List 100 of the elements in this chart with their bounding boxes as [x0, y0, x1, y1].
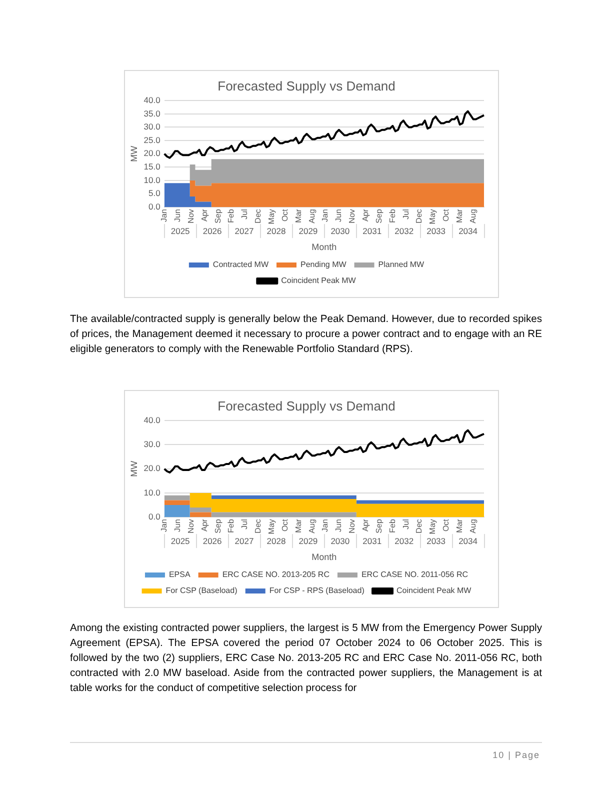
x-tick-label: Aug	[468, 209, 478, 224]
text: 2028	[266, 536, 286, 546]
text: 2025	[170, 226, 190, 236]
x-tick-label: Apr	[200, 518, 209, 532]
x-tick-label: Jun	[172, 519, 182, 532]
x-tick-label: Dec	[254, 519, 263, 534]
x-tick-label: Nov	[186, 519, 196, 534]
y-tick-label: 15.0	[144, 162, 161, 172]
x-tick-label: Nov	[186, 209, 196, 224]
x-tick-label: Dec	[254, 209, 263, 224]
text: 2034	[458, 226, 478, 236]
x-tick-label: Mar	[455, 208, 464, 223]
y-tick-label: 10.0	[144, 487, 161, 498]
text: 2026	[202, 536, 222, 546]
y-tick-label: 0.0	[148, 201, 161, 212]
legend-label: ERC CASE NO. 2013-205 RC	[222, 570, 330, 580]
x-tick-label: Jun	[334, 519, 344, 532]
x-tick-label: Sep	[374, 518, 384, 534]
text: 2034	[458, 536, 478, 546]
x-tick-label: Oct	[442, 518, 451, 532]
x-tick-label: Aug	[307, 209, 316, 224]
text: 2033	[426, 536, 446, 546]
x-tick-label: Apr	[200, 208, 209, 222]
x-tick-label: Mar	[455, 518, 464, 533]
y-tick-label: 25.0	[144, 134, 161, 145]
text: 2031	[362, 536, 382, 546]
x-tick-label: Feb	[388, 518, 397, 533]
x-tick-label: Jan	[320, 519, 330, 532]
text: 2032	[394, 536, 414, 546]
y-tick-label: 20.0	[144, 148, 161, 158]
x-tick-label: Dec	[414, 209, 424, 224]
x-tick-label: Jun	[334, 209, 344, 222]
x-tick-label: Oct	[442, 208, 451, 222]
text: 2030	[330, 226, 350, 236]
chart-title: Forecasted Supply vs Demand	[218, 78, 396, 94]
x-tick-label: Nov	[348, 519, 357, 534]
text: 2025	[170, 536, 190, 546]
legend-label: EPSA	[168, 570, 191, 580]
text: 2030	[330, 536, 350, 546]
x-tick-label: Jul	[401, 518, 410, 530]
y-tick-label: 35.0	[144, 108, 161, 118]
text: 2031	[362, 226, 382, 236]
x-tick-label: Sep	[213, 518, 222, 534]
text: 2027	[234, 536, 254, 546]
x-tick-label: Dec	[414, 519, 424, 534]
y-tick-label: 5.0	[148, 188, 161, 198]
y-tick-label: 10.0	[144, 174, 161, 185]
text: 10 | Page	[492, 750, 540, 760]
x-tick-label: Mar	[294, 208, 303, 223]
legend-label: Contracted MW	[212, 260, 269, 270]
legend-label: Pending MW	[300, 260, 347, 270]
text: 2032	[394, 226, 414, 236]
text: Among the existing contracted power suppliers, the largest is 5 MW from the Emergency Power Supply Agreement (EPSA). The EPSA covered the period 07 October 2024 to 06 October 2025. This is followed by the two (2) suppliers, ERC Case No. 2013-205 RC and ERC Case No. 2011-056 RC, both contracted with 2.0 MW baseload. Aside from the contracted power suppliers, the Management is at table works for the conduct of competitive selection process for	[70, 622, 542, 696]
text: 2029	[298, 536, 318, 546]
x-tick-label: Oct	[280, 518, 290, 532]
text: 2029	[298, 226, 318, 236]
text: 2028	[266, 226, 286, 236]
legend-label: For CSP (Baseload)	[166, 586, 238, 596]
x-tick-label: Oct	[280, 208, 290, 222]
x-tick-label: Feb	[226, 208, 236, 223]
y-tick-label: 0.0	[148, 511, 161, 522]
x-tick-label: Aug	[307, 519, 316, 534]
x-tick-label: Jul	[401, 208, 410, 220]
legend-label: Coincident Peak MW	[281, 276, 356, 286]
x-tick-label: Mar	[294, 518, 303, 533]
x-tick-label: Jan	[160, 209, 169, 222]
x-tick-label: May	[428, 519, 438, 534]
x-tick-label: Sep	[213, 208, 222, 224]
legend-label: For CSP - RPS (Baseload)	[269, 586, 365, 596]
x-tick-label: Feb	[226, 518, 236, 533]
y-tick-label: 20.0	[144, 463, 161, 474]
x-tick-label: Jan	[160, 519, 169, 532]
y-tick-label: 30.0	[144, 122, 161, 132]
x-axis-title: Month	[312, 242, 337, 252]
x-tick-label: Jun	[172, 209, 182, 222]
x-tick-label: Feb	[388, 208, 397, 223]
y-axis-title: MW	[128, 460, 139, 477]
x-tick-label: Jul	[240, 208, 250, 220]
text: 2026	[202, 226, 222, 236]
x-tick-label: Jul	[240, 518, 250, 530]
x-tick-label: Aug	[468, 519, 478, 534]
x-axis-title: Month	[312, 552, 337, 562]
x-tick-label: Jan	[320, 209, 330, 222]
text: 2027	[234, 226, 254, 236]
x-tick-label: Nov	[348, 209, 357, 224]
y-axis-title: MW	[128, 145, 139, 162]
y-tick-label: 40.0	[144, 94, 161, 105]
legend-label: Coincident Peak MW	[396, 586, 472, 596]
x-tick-label: May	[266, 519, 276, 534]
x-tick-label: Apr	[361, 208, 370, 222]
chart-title: Forecasted Supply vs Demand	[218, 398, 396, 414]
legend-label: ERC CASE NO. 2011-056 RC	[361, 570, 468, 580]
x-tick-label: May	[266, 209, 276, 224]
legend-label: Planned MW	[378, 260, 425, 270]
x-tick-label: May	[428, 209, 438, 224]
y-tick-label: 30.0	[144, 439, 161, 450]
text: The available/contracted supply is generally below the Peak Demand. However, due to recorded spikes of prices, the Management deemed it necessary to procure a power contract and to engage with an RE eligible generators to comply with the Renewable Portfolio Standard (RPS).	[70, 313, 542, 357]
text: 2033	[426, 226, 446, 236]
x-tick-label: Sep	[374, 208, 384, 224]
x-tick-label: Apr	[361, 518, 370, 532]
